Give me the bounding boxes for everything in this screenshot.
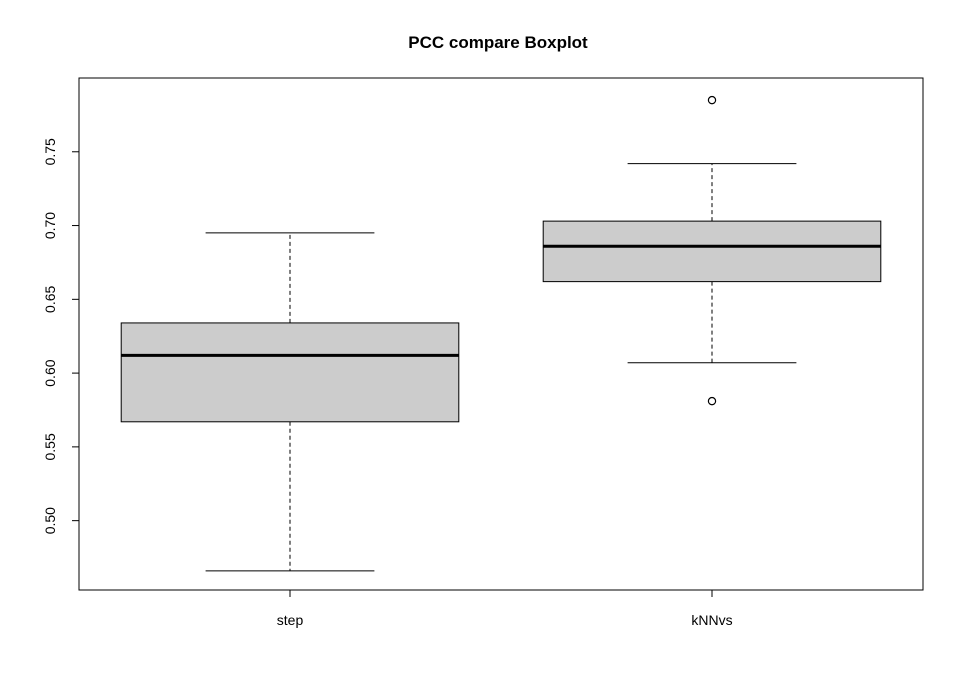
box-kNNvs: [542, 95, 882, 406]
x-axis: step kNNvs: [277, 590, 733, 628]
y-tick-label: 0.50: [42, 507, 58, 534]
x-tick-label: kNNvs: [691, 612, 732, 628]
y-tick-label: 0.75: [42, 138, 58, 165]
x-tick-label: step: [277, 612, 304, 628]
y-tick-label: 0.60: [42, 359, 58, 386]
y-tick-label: 0.70: [42, 212, 58, 239]
y-tick-label: 0.55: [42, 433, 58, 460]
box-step: [120, 232, 460, 572]
chart-title: PCC compare Boxplot: [408, 33, 588, 52]
y-axis: 0.50 0.55 0.60 0.65 0.70 0.75: [42, 138, 79, 534]
outlier-point: [707, 95, 717, 105]
outlier-point: [707, 396, 717, 406]
iqr-box: [120, 322, 460, 423]
boxes: [120, 95, 882, 572]
y-tick-label: 0.65: [42, 285, 58, 312]
plot-frame: [78, 77, 924, 591]
iqr-box: [542, 220, 882, 283]
